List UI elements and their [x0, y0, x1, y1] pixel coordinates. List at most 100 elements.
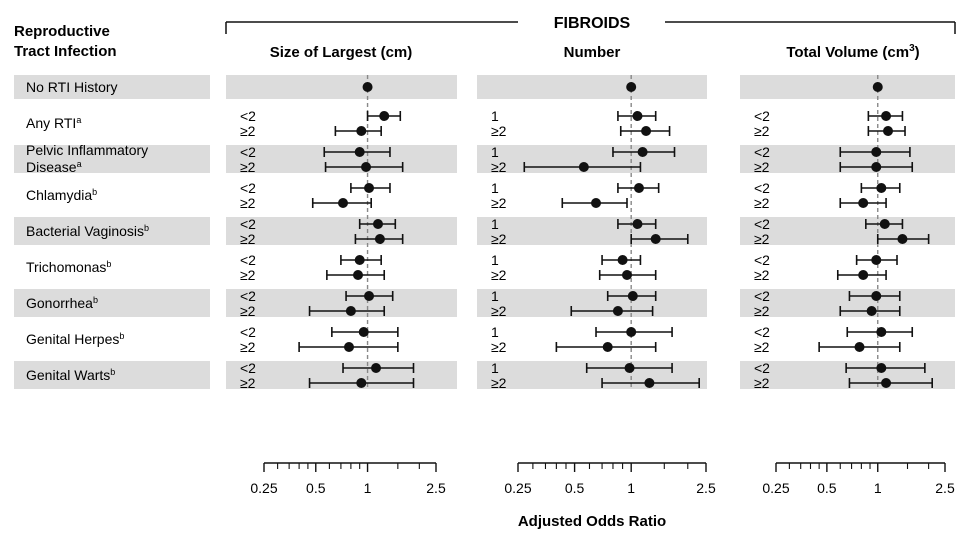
group-title: FIBROIDS	[554, 15, 631, 32]
level-label: 1	[491, 144, 499, 160]
point-estimate	[578, 162, 589, 172]
point-estimate	[343, 342, 354, 352]
level-label: <2	[240, 252, 256, 268]
point-estimate	[876, 183, 887, 193]
point-estimate	[876, 327, 887, 337]
point-estimate	[637, 147, 648, 157]
point-estimate	[354, 255, 365, 265]
level-label: ≥2	[491, 375, 507, 391]
level-label: ≥2	[754, 303, 770, 319]
row-band-panel	[226, 361, 457, 389]
row-bands	[14, 75, 955, 389]
level-label: ≥2	[240, 303, 256, 319]
header-label-line2: Tract Infection	[14, 43, 117, 60]
point-estimate	[897, 234, 908, 244]
tick-label: 1	[364, 480, 372, 496]
panel-title-number: Number	[564, 44, 621, 61]
row-band-panel	[477, 217, 707, 245]
level-label: <2	[240, 288, 256, 304]
level-label: <2	[240, 360, 256, 376]
point-estimate	[591, 198, 602, 208]
point-estimate	[356, 378, 367, 388]
row-label: Genital Herpesb	[26, 331, 124, 347]
tick-label: 1	[874, 480, 882, 496]
row-band-panel	[740, 361, 955, 389]
panel-title-size: Size of Largest (cm)	[270, 44, 413, 61]
tick-label: 2.5	[696, 480, 716, 496]
reference-point	[872, 82, 883, 92]
point-estimate	[345, 306, 356, 316]
level-label: <2	[754, 324, 770, 340]
point-estimate	[881, 111, 892, 121]
point-estimate	[876, 363, 887, 373]
point-estimate	[338, 198, 349, 208]
level-label: <2	[754, 216, 770, 232]
row-label-text: Bacterial Vaginosis	[26, 223, 144, 239]
point-estimate	[374, 234, 385, 244]
level-label: <2	[754, 144, 770, 160]
x-axes: 0.25 0.5 1 2.5 0.25 0.5 1 2.5 0.25 0.5 1 2.5	[250, 462, 955, 496]
level-label: 1	[491, 180, 499, 196]
x-axis-label: Adjusted Odds Ratio	[518, 513, 666, 530]
point-estimate	[626, 327, 637, 337]
level-label: ≥2	[491, 267, 507, 283]
level-label: ≥2	[491, 195, 507, 211]
level-label: ≥2	[754, 195, 770, 211]
row-label-sup: b	[110, 367, 115, 377]
level-label: ≥2	[754, 123, 770, 139]
row-band-panel	[740, 289, 955, 317]
row-label-text: Any RTI	[26, 115, 76, 131]
level-label: ≥2	[754, 267, 770, 283]
row-label: Any RTIa	[26, 115, 81, 131]
tick-label: 0.25	[250, 480, 277, 496]
point-estimate	[866, 306, 877, 316]
point-estimate	[871, 162, 882, 172]
point-estimate	[354, 147, 365, 157]
point-estimate	[624, 363, 635, 373]
point-estimate	[632, 111, 643, 121]
level-label: <2	[754, 108, 770, 124]
point-estimate	[871, 291, 882, 301]
point-estimate	[627, 291, 638, 301]
point-estimate	[641, 126, 652, 136]
row-label-line1: Pelvic Inflammatory	[26, 142, 148, 158]
level-label: 1	[491, 252, 499, 268]
row-label-text: Trichomonas	[26, 259, 106, 275]
level-label: 1	[491, 288, 499, 304]
level-label: ≥2	[491, 339, 507, 355]
point-estimate	[650, 234, 661, 244]
level-label: <2	[754, 360, 770, 376]
row-band-panel	[477, 145, 707, 173]
level-label: <2	[240, 144, 256, 160]
row-band-panel	[226, 217, 457, 245]
fibroids-bracket	[225, 21, 956, 34]
level-label: ≥2	[240, 159, 256, 175]
row-label-sup: b	[92, 187, 97, 197]
tick-label: 0.25	[762, 480, 789, 496]
row-label: Gonorrheab	[26, 295, 98, 311]
point-estimate	[612, 306, 623, 316]
level-label: ≥2	[240, 267, 256, 283]
estimates: <2≥21≥2<2≥2<2≥21≥2<2≥2<2≥21≥2<2≥2<2≥21≥2…	[240, 82, 934, 391]
row-band-panel	[226, 289, 457, 317]
level-label: <2	[240, 324, 256, 340]
row-label-text: Gonorrhea	[26, 295, 93, 311]
level-label: <2	[754, 288, 770, 304]
row-label-sup: b	[144, 223, 149, 233]
level-label: ≥2	[754, 159, 770, 175]
row-label-text: Genital Warts	[26, 367, 110, 383]
level-label: <2	[754, 180, 770, 196]
tick-label: 2.5	[426, 480, 446, 496]
level-label: 1	[491, 108, 499, 124]
row-label-sup: a	[76, 115, 81, 125]
point-estimate	[858, 198, 869, 208]
panel-title-volume: Total Volume (cm3)	[786, 43, 919, 61]
row-label-line2: Diseasea	[26, 159, 82, 175]
point-estimate	[854, 342, 865, 352]
row-band-label	[14, 75, 210, 99]
point-estimate	[871, 255, 882, 265]
reference-point	[362, 82, 373, 92]
point-estimate	[871, 147, 882, 157]
tick-label: 0.5	[306, 480, 326, 496]
